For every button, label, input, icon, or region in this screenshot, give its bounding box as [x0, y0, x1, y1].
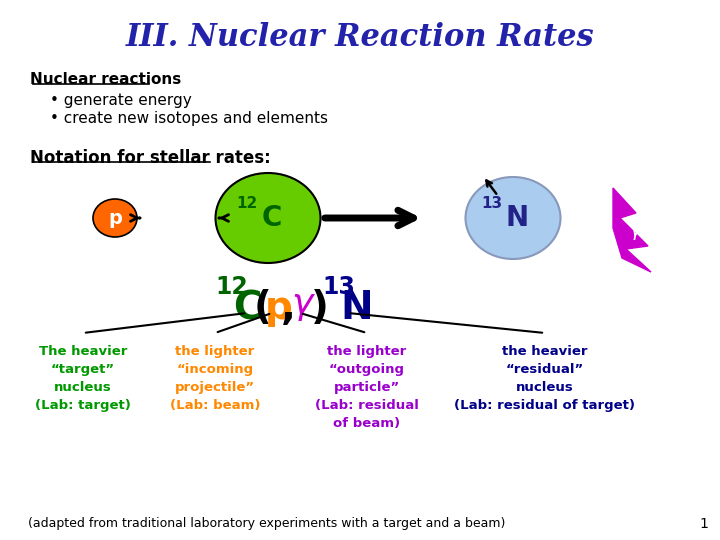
Text: 12: 12	[237, 196, 258, 211]
Text: 1: 1	[699, 517, 708, 531]
Text: p: p	[265, 289, 293, 327]
Polygon shape	[613, 188, 651, 272]
Text: The heavier
“target”
nucleus
(Lab: target): The heavier “target” nucleus (Lab: targe…	[35, 345, 131, 412]
Text: Nuclear reactions: Nuclear reactions	[30, 72, 181, 87]
Text: C: C	[262, 204, 282, 232]
Text: p: p	[108, 208, 122, 227]
Text: C: C	[233, 289, 261, 327]
Ellipse shape	[215, 173, 320, 263]
Text: ,: ,	[281, 289, 296, 327]
Text: the lighter
“outgoing
particle”
(Lab: residual
of beam): the lighter “outgoing particle” (Lab: re…	[315, 345, 419, 430]
Text: 13: 13	[322, 275, 355, 299]
Ellipse shape	[93, 199, 137, 237]
Text: III. Nuclear Reaction Rates: III. Nuclear Reaction Rates	[126, 23, 594, 53]
Text: • create new isotopes and elements: • create new isotopes and elements	[50, 111, 328, 125]
Text: (adapted from traditional laboratory experiments with a target and a beam): (adapted from traditional laboratory exp…	[28, 517, 505, 530]
Text: Notation for stellar rates:: Notation for stellar rates:	[30, 149, 271, 167]
Text: 13: 13	[481, 196, 502, 211]
Text: N: N	[506, 204, 529, 232]
Text: $\gamma$: $\gamma$	[291, 289, 316, 323]
Text: 12: 12	[215, 275, 248, 299]
Text: the lighter
“incoming
projectile”
(Lab: beam): the lighter “incoming projectile” (Lab: …	[170, 345, 260, 412]
Text: ): )	[311, 289, 329, 327]
Text: • generate energy: • generate energy	[50, 92, 192, 107]
Text: $\gamma$: $\gamma$	[629, 222, 643, 241]
Text: the heavier
“residual”
nucleus
(Lab: residual of target): the heavier “residual” nucleus (Lab: res…	[454, 345, 636, 412]
Ellipse shape	[466, 177, 560, 259]
Text: (: (	[254, 289, 272, 327]
Text: N: N	[340, 289, 373, 327]
